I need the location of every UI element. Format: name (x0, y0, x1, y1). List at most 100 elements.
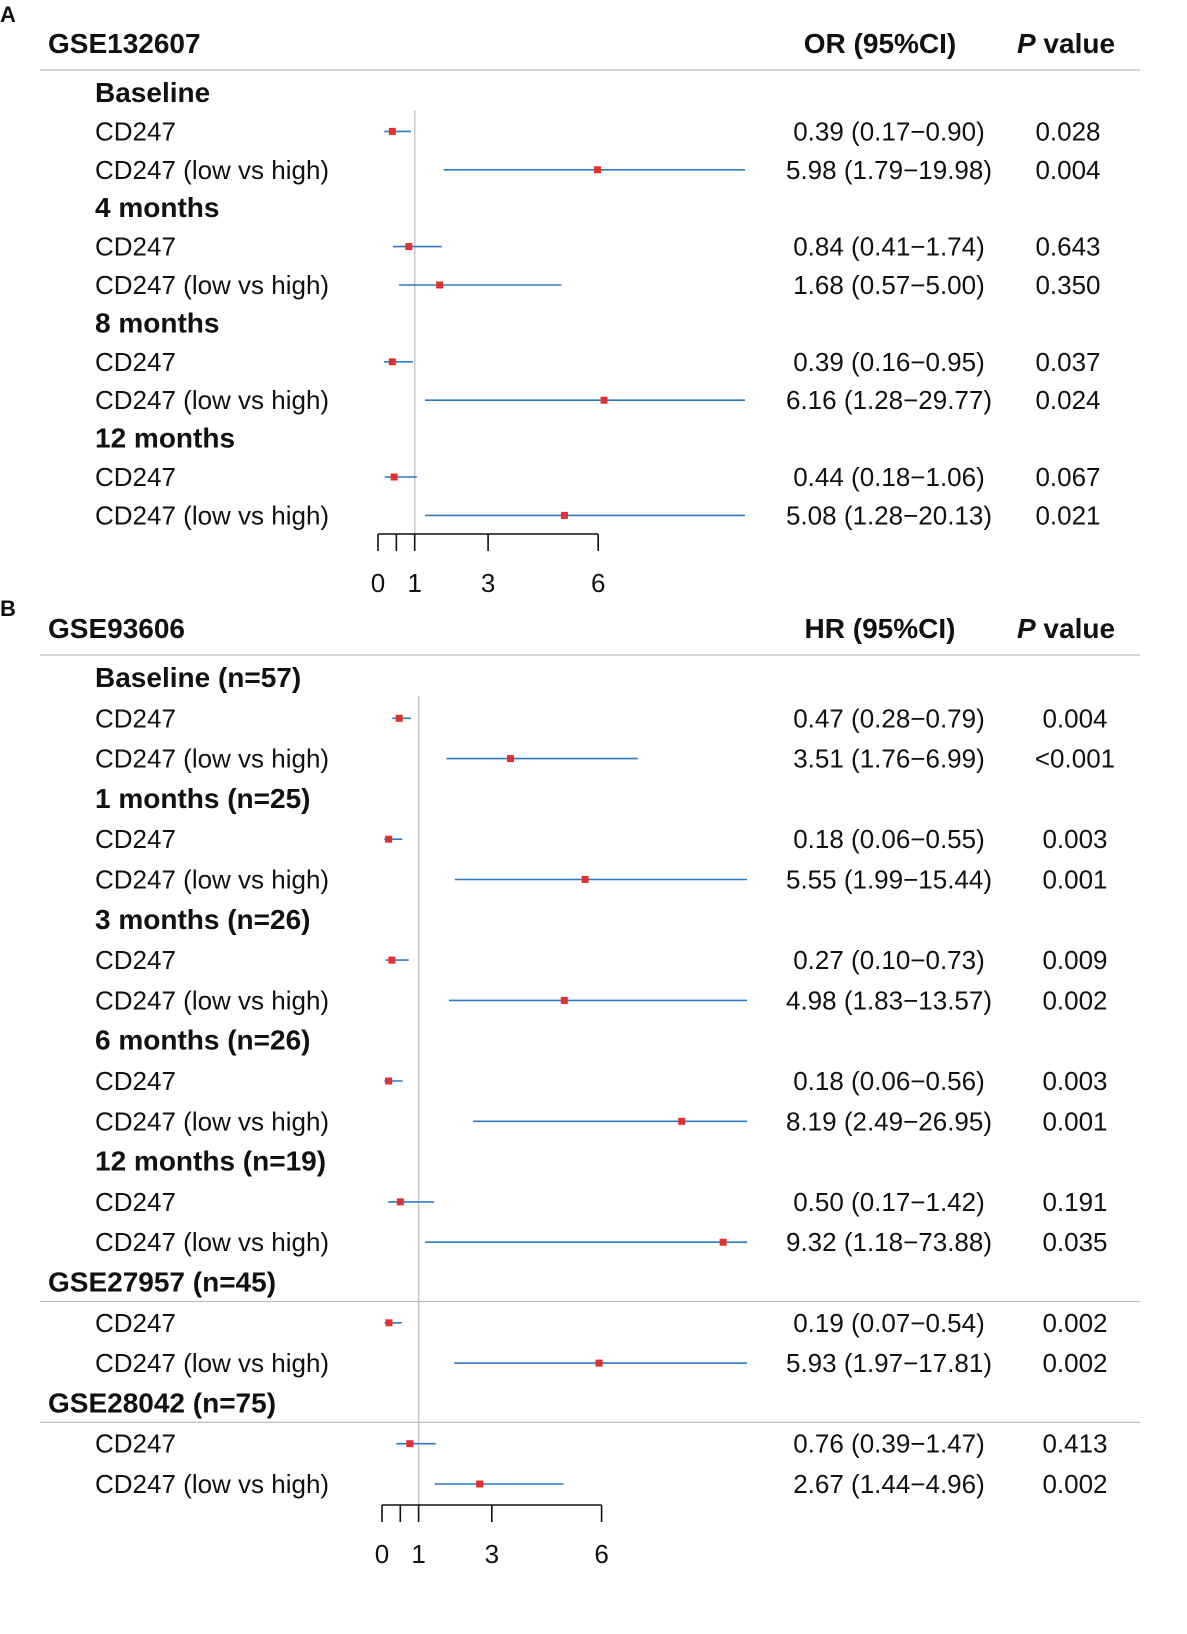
point-estimate (719, 1238, 727, 1246)
p-value: 0.037 (1035, 347, 1100, 377)
ci-value: 5.55 (1.99−15.44) (786, 865, 992, 895)
p-value: 0.009 (1042, 945, 1107, 975)
ci-value: 0.50 (0.17−1.42) (793, 1187, 985, 1217)
row-label: CD247 (low vs high) (95, 985, 329, 1015)
point-estimate (385, 835, 393, 843)
row-label: CD247 (95, 232, 176, 262)
group-label: GSE27957 (n=45) (48, 1267, 276, 1298)
p-value: 0.035 (1042, 1227, 1107, 1257)
point-estimate (396, 1198, 404, 1206)
x-tick-label: 3 (485, 1539, 499, 1569)
group-label: GSE28042 (n=75) (48, 1387, 276, 1418)
ci-value: 0.27 (0.10−0.73) (793, 945, 985, 975)
forest-plot-a: A GSE132607 OR (95%CI) P value Baseline CD247… (0, 2, 1140, 598)
p-value-header-rest: value (1036, 28, 1115, 59)
p-value: 0.002 (1042, 1348, 1107, 1378)
p-value: <0.001 (1035, 744, 1115, 774)
row-label: CD247 (95, 945, 176, 975)
p-value-header: P value (1017, 613, 1115, 644)
row-label: CD247 (95, 1187, 176, 1217)
row-label: CD247 (95, 116, 176, 146)
group-label: 12 months (95, 423, 235, 454)
p-value: 0.003 (1042, 824, 1107, 854)
ci-value: 0.84 (0.41−1.74) (793, 232, 985, 262)
p-value: 0.003 (1042, 1066, 1107, 1096)
p-value: 0.350 (1035, 270, 1100, 300)
ci-value: 5.08 (1.28−20.13) (786, 500, 992, 530)
p-value: 0.028 (1035, 116, 1100, 146)
stat-header: HR (95%CI) (805, 613, 956, 644)
row-label: CD247 (low vs high) (95, 270, 329, 300)
point-estimate (678, 1117, 686, 1125)
ci-value: 6.16 (1.28−29.77) (786, 385, 992, 415)
point-estimate (388, 956, 396, 964)
ci-value: 0.18 (0.06−0.55) (793, 824, 985, 854)
p-value-header-italic: P (1017, 28, 1036, 59)
point-estimate (385, 1319, 393, 1327)
ci-value: 5.98 (1.79−19.98) (786, 155, 992, 185)
panel-b: B GSE93606 HR (95%CI) P value Baseline (n=57… (0, 600, 1187, 1634)
point-estimate (506, 755, 514, 763)
group-label: 3 months (n=26) (95, 904, 310, 935)
x-tick-label: 6 (591, 568, 605, 598)
row-label: CD247 (95, 347, 176, 377)
row-label: CD247 (low vs high) (95, 865, 329, 895)
row-label: CD247 (95, 1066, 176, 1096)
group-label: 8 months (95, 307, 219, 338)
x-tick-label: 6 (594, 1539, 608, 1569)
point-estimate (390, 473, 398, 481)
p-value: 0.004 (1035, 155, 1100, 185)
ci-value: 0.39 (0.17−0.90) (793, 116, 985, 146)
point-estimate (560, 996, 568, 1004)
row-label: CD247 (low vs high) (95, 744, 329, 774)
row-label: CD247 (95, 824, 176, 854)
p-value: 0.002 (1042, 985, 1107, 1015)
point-estimate (395, 714, 403, 722)
dataset-title: GSE93606 (48, 613, 185, 644)
p-value: 0.001 (1042, 1106, 1107, 1136)
point-estimate (385, 1077, 393, 1085)
row-label: CD247 (95, 1429, 176, 1459)
p-value: 0.024 (1035, 385, 1100, 415)
ci-value: 0.76 (0.39−1.47) (793, 1429, 985, 1459)
x-tick-label: 1 (411, 1539, 425, 1569)
stat-header: OR (95%CI) (804, 28, 956, 59)
p-value: 0.413 (1042, 1429, 1107, 1459)
row-label: CD247 (95, 1308, 176, 1338)
p-value: 0.001 (1042, 865, 1107, 895)
point-estimate (595, 1359, 603, 1367)
ci-value: 9.32 (1.18−73.88) (786, 1227, 992, 1257)
ci-value: 1.68 (0.57−5.00) (793, 270, 985, 300)
x-tick-label: 0 (371, 568, 385, 598)
point-estimate (388, 358, 396, 366)
p-value-header-italic: P (1017, 613, 1036, 644)
row-label: CD247 (low vs high) (95, 1348, 329, 1378)
x-tick-label: 1 (407, 568, 421, 598)
ci-value: 0.39 (0.16−0.95) (793, 347, 985, 377)
p-value: 0.191 (1042, 1187, 1107, 1217)
row-label: CD247 (low vs high) (95, 385, 329, 415)
p-value: 0.067 (1035, 462, 1100, 492)
panel-a: A GSE132607 OR (95%CI) P value Baseline CD247… (0, 0, 1187, 600)
point-estimate (388, 127, 396, 135)
point-estimate (476, 1480, 484, 1488)
point-estimate (436, 281, 444, 289)
p-value: 0.002 (1042, 1469, 1107, 1499)
p-value: 0.021 (1035, 500, 1100, 530)
group-label: 4 months (95, 192, 219, 223)
row-label: CD247 (95, 462, 176, 492)
ci-value: 8.19 (2.49−26.95) (786, 1106, 992, 1136)
x-tick-label: 3 (481, 568, 495, 598)
point-estimate (593, 166, 601, 174)
panel-letter: A (0, 2, 16, 27)
forest-plot-b: B GSE93606 HR (95%CI) P value Baseline (n=57… (0, 600, 1140, 1569)
group-label: 1 months (n=25) (95, 783, 310, 814)
p-value: 0.002 (1042, 1308, 1107, 1338)
point-estimate (581, 876, 589, 883)
panel-letter: B (0, 600, 16, 621)
p-value-header-rest: value (1036, 613, 1115, 644)
group-label: 12 months (n=19) (95, 1146, 326, 1177)
row-label: CD247 (low vs high) (95, 1106, 329, 1136)
ci-value: 5.93 (1.97−17.81) (786, 1348, 992, 1378)
point-estimate (405, 243, 413, 251)
